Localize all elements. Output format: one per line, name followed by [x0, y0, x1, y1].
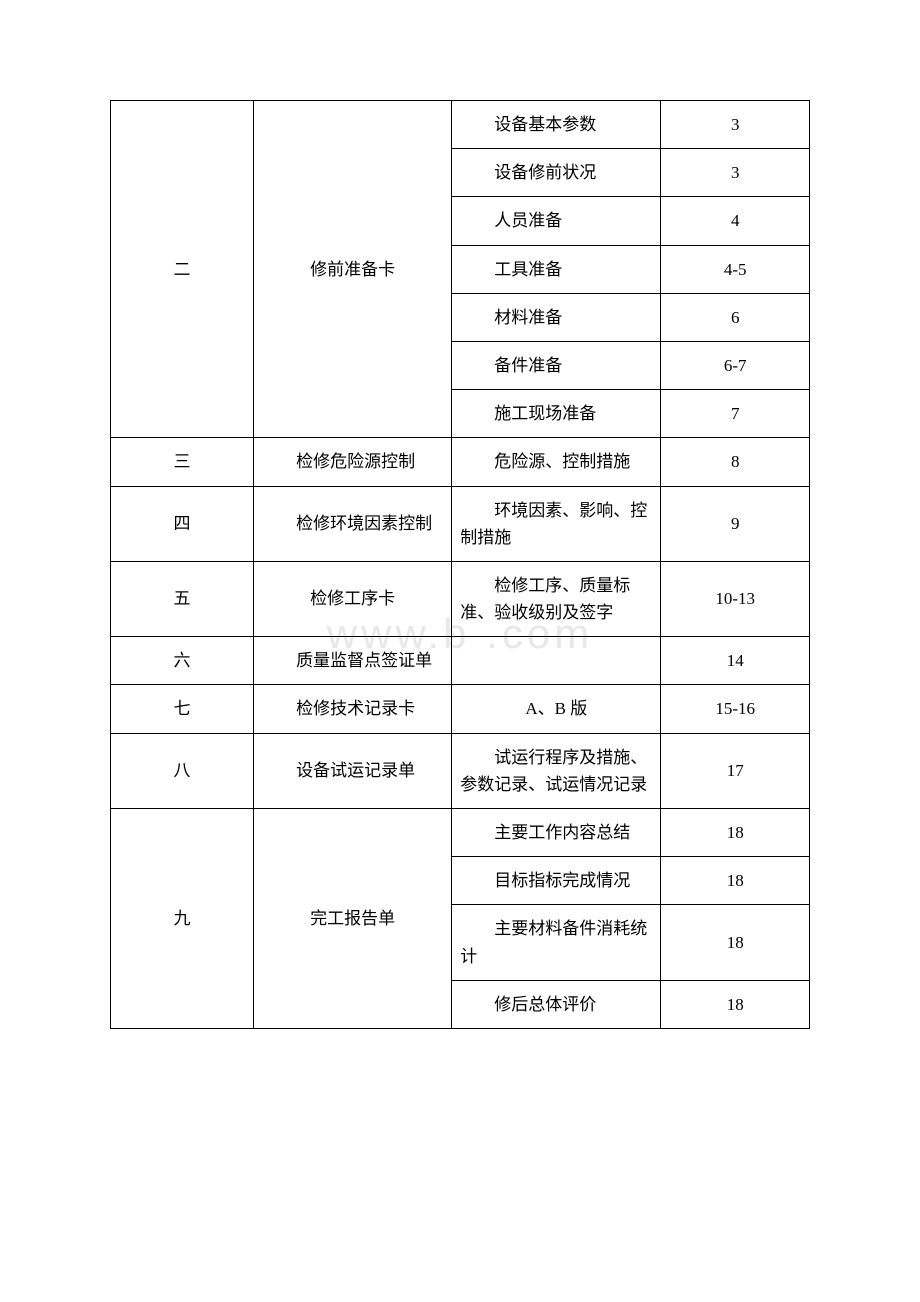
section-number: 五 — [111, 561, 254, 636]
page-number: 6 — [661, 293, 810, 341]
section-title: 完工报告单 — [254, 809, 452, 1029]
item-desc: 施工现场准备 — [452, 390, 661, 438]
table-row: 二 修前准备卡 设备基本参数 3 — [111, 101, 810, 149]
section-number: 四 — [111, 486, 254, 561]
page-number: 3 — [661, 149, 810, 197]
page-number: 14 — [661, 637, 810, 685]
item-desc: 试运行程序及措施、参数记录、试运情况记录 — [452, 733, 661, 808]
section-number: 三 — [111, 438, 254, 486]
page-number: 7 — [661, 390, 810, 438]
section-number: 八 — [111, 733, 254, 808]
page-number: 8 — [661, 438, 810, 486]
item-desc — [452, 637, 661, 685]
table-row: 五 检修工序卡 检修工序、质量标准、验收级别及签字 10-13 — [111, 561, 810, 636]
section-number: 二 — [111, 101, 254, 438]
item-desc: 目标指标完成情况 — [452, 857, 661, 905]
page-number: 18 — [661, 980, 810, 1028]
page-number: 18 — [661, 809, 810, 857]
item-desc: 检修工序、质量标准、验收级别及签字 — [452, 561, 661, 636]
table-row: 六 质量监督点签证单 14 — [111, 637, 810, 685]
page-number: 4-5 — [661, 245, 810, 293]
section-number: 六 — [111, 637, 254, 685]
item-desc: A、B 版 — [452, 685, 661, 733]
page-number: 18 — [661, 857, 810, 905]
item-desc: 设备基本参数 — [452, 101, 661, 149]
item-desc: 材料准备 — [452, 293, 661, 341]
section-title: 质量监督点签证单 — [254, 637, 452, 685]
section-number: 七 — [111, 685, 254, 733]
contents-table: 二 修前准备卡 设备基本参数 3 设备修前状况 3 人员准备 4 工具准备 4-… — [110, 100, 810, 1029]
table-row: 八 设备试运记录单 试运行程序及措施、参数记录、试运情况记录 17 — [111, 733, 810, 808]
page-number: 3 — [661, 101, 810, 149]
table-container: 二 修前准备卡 设备基本参数 3 设备修前状况 3 人员准备 4 工具准备 4-… — [110, 100, 810, 1029]
section-title: 检修技术记录卡 — [254, 685, 452, 733]
section-title: 设备试运记录单 — [254, 733, 452, 808]
item-desc: 设备修前状况 — [452, 149, 661, 197]
table-row: 七 检修技术记录卡 A、B 版 15-16 — [111, 685, 810, 733]
table-row: 四 检修环境因素控制 环境因素、影响、控制措施 9 — [111, 486, 810, 561]
section-title: 检修环境因素控制 — [254, 486, 452, 561]
section-title: 修前准备卡 — [254, 101, 452, 438]
table-row: 三 检修危险源控制 危险源、控制措施 8 — [111, 438, 810, 486]
page-number: 6-7 — [661, 341, 810, 389]
item-desc: 人员准备 — [452, 197, 661, 245]
item-desc: 主要工作内容总结 — [452, 809, 661, 857]
section-number: 九 — [111, 809, 254, 1029]
item-desc: 主要材料备件消耗统计 — [452, 905, 661, 980]
page-number: 4 — [661, 197, 810, 245]
section-title: 检修危险源控制 — [254, 438, 452, 486]
page-number: 18 — [661, 905, 810, 980]
item-desc: 修后总体评价 — [452, 980, 661, 1028]
item-desc: 环境因素、影响、控制措施 — [452, 486, 661, 561]
page-number: 17 — [661, 733, 810, 808]
table-row: 九 完工报告单 主要工作内容总结 18 — [111, 809, 810, 857]
page-number: 15-16 — [661, 685, 810, 733]
page-number: 9 — [661, 486, 810, 561]
item-desc: 危险源、控制措施 — [452, 438, 661, 486]
item-desc: 工具准备 — [452, 245, 661, 293]
section-title: 检修工序卡 — [254, 561, 452, 636]
item-desc: 备件准备 — [452, 341, 661, 389]
page-number: 10-13 — [661, 561, 810, 636]
